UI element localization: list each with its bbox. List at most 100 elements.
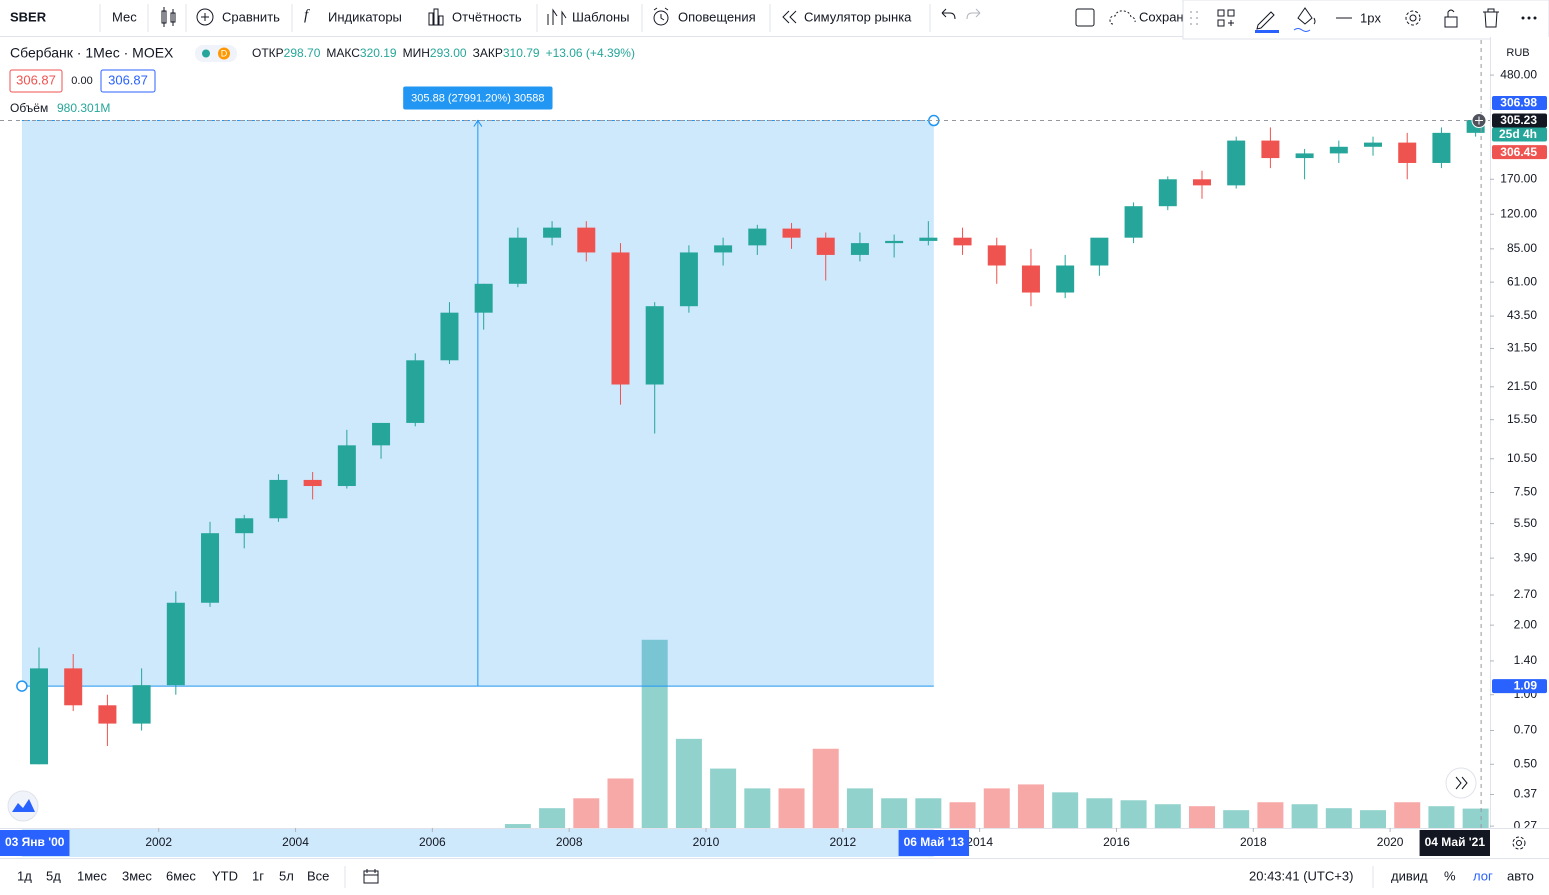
compare-icon[interactable] xyxy=(196,8,214,26)
price-label: 1.09 xyxy=(1514,679,1538,693)
measure-label-bg xyxy=(403,86,553,110)
price-box xyxy=(100,69,156,93)
drag-handle[interactable] xyxy=(1190,11,1198,25)
candle-body xyxy=(679,252,698,307)
line-width[interactable]: 1px xyxy=(1360,10,1381,25)
time-range-highlight xyxy=(21,829,934,857)
price-box xyxy=(9,69,63,93)
candle-body xyxy=(1227,140,1246,186)
volume-bar xyxy=(1462,808,1489,828)
logo-mark xyxy=(12,799,35,812)
range-button[interactable]: 6мес xyxy=(166,868,196,883)
candle-body xyxy=(1021,265,1040,293)
price-axis-bg xyxy=(1490,37,1549,828)
price-label-bg xyxy=(1492,679,1547,694)
drawing-toolbar-bg xyxy=(1182,0,1549,40)
range-button[interactable]: Все xyxy=(307,868,329,883)
delete-icon[interactable] xyxy=(1483,8,1499,28)
toolbar-button[interactable]: Симулятор рынка xyxy=(804,9,912,24)
toolbar-button[interactable]: Отчётность xyxy=(452,9,522,24)
y-tick-label: 5.50 xyxy=(1514,516,1538,530)
chart-type-icon[interactable] xyxy=(161,7,176,27)
y-tick-label: 2.70 xyxy=(1514,587,1538,601)
range-button[interactable]: 5л xyxy=(279,868,294,883)
range-button[interactable]: 3мес xyxy=(122,868,152,883)
range-button[interactable]: YTD xyxy=(212,868,238,883)
redo-icon[interactable] xyxy=(966,8,981,20)
measure-label: 305.88 (27991.20%) 30588 xyxy=(411,92,544,104)
scale-option[interactable]: авто xyxy=(1507,868,1534,883)
fill-icon[interactable] xyxy=(1297,7,1316,25)
goto-date-icon[interactable] xyxy=(363,869,379,884)
candle-body xyxy=(611,252,630,385)
toolbar-button[interactable]: Индикаторы xyxy=(328,9,402,24)
interval[interactable]: Мес xyxy=(112,9,137,24)
range-button[interactable]: 5д xyxy=(46,868,61,883)
clock[interactable]: 20:43:41 (UTC+3) xyxy=(1249,868,1353,883)
volume-label: Объём xyxy=(10,101,48,115)
candle-body xyxy=(1432,132,1451,163)
financials-icon[interactable] xyxy=(428,8,444,26)
measure-handle[interactable] xyxy=(16,680,28,692)
lock-icon[interactable] xyxy=(1444,9,1458,28)
y-tick-label: 1.40 xyxy=(1514,653,1538,667)
change: +13.06 (+4.39%) xyxy=(546,46,635,60)
price-label-bg xyxy=(1492,95,1547,110)
volume-bar xyxy=(641,639,668,828)
templates-icon[interactable] xyxy=(547,8,567,25)
toolbar-button[interactable]: Оповещения xyxy=(678,9,756,24)
templates-icon[interactable] xyxy=(1217,9,1235,27)
volume-bar xyxy=(607,778,634,828)
volume-bar xyxy=(983,788,1010,828)
currency[interactable]: RUB xyxy=(1506,47,1529,59)
candle-body xyxy=(64,668,83,706)
symbol[interactable]: SBER xyxy=(10,9,47,24)
cloud-icon[interactable] xyxy=(1109,10,1136,25)
candle-body xyxy=(508,237,527,284)
range-button[interactable]: 1мес xyxy=(77,868,107,883)
volume-bar xyxy=(949,802,976,828)
time-label: 03 Янв '00 xyxy=(5,835,65,849)
price-label-bg xyxy=(1492,127,1547,142)
axis-settings[interactable] xyxy=(1512,836,1526,850)
settings-icon[interactable] xyxy=(1405,10,1421,26)
crosshair-add-plus xyxy=(1475,116,1483,125)
line-color-icon[interactable] xyxy=(1256,11,1275,30)
scale-option[interactable]: дивид xyxy=(1391,868,1428,883)
save-button[interactable]: Сохран xyxy=(1139,9,1184,24)
range-button[interactable]: 1г xyxy=(252,868,264,883)
candle-body xyxy=(474,283,493,313)
more-icon[interactable] xyxy=(1521,16,1537,20)
candle-body xyxy=(748,228,767,246)
candle-body xyxy=(645,306,664,385)
candle-body xyxy=(1090,237,1109,266)
candle-body xyxy=(406,360,425,423)
toolbar-button[interactable]: Шаблоны xyxy=(572,9,630,24)
legend: Сбербанк · 1Мес · MOEX D 306.87 0.00 306… xyxy=(9,45,635,115)
y-tick-label: 61.00 xyxy=(1507,274,1537,288)
field-value: 310.79 xyxy=(503,46,540,60)
time-label-bg xyxy=(0,830,70,856)
toolbar-button[interactable]: Сравнить xyxy=(222,9,280,24)
field-value: 320.19 xyxy=(360,46,397,60)
price-label: 306.45 xyxy=(1500,145,1537,159)
scale-option[interactable]: % xyxy=(1444,868,1456,883)
gear-ring xyxy=(1512,836,1526,850)
field-label: МИН xyxy=(403,46,430,60)
layout-icon[interactable] xyxy=(1075,8,1095,27)
undo-icon[interactable] xyxy=(941,8,956,20)
candle-body xyxy=(303,479,322,487)
field-label: ОТКР xyxy=(252,46,284,60)
replay-icon[interactable] xyxy=(782,10,797,24)
x-tick-label: 2020 xyxy=(1377,835,1404,849)
x-tick-label: 2004 xyxy=(282,835,309,849)
range-button[interactable]: 1д xyxy=(17,868,32,883)
candle-body xyxy=(1329,146,1348,154)
alerts-icon[interactable] xyxy=(653,7,669,26)
volume-bar xyxy=(812,748,839,828)
indicators-icon[interactable]: f xyxy=(304,7,310,23)
scale-option[interactable]: лог xyxy=(1473,868,1493,883)
volume-bar xyxy=(1291,804,1318,828)
x-tick-label: 2014 xyxy=(966,835,993,849)
